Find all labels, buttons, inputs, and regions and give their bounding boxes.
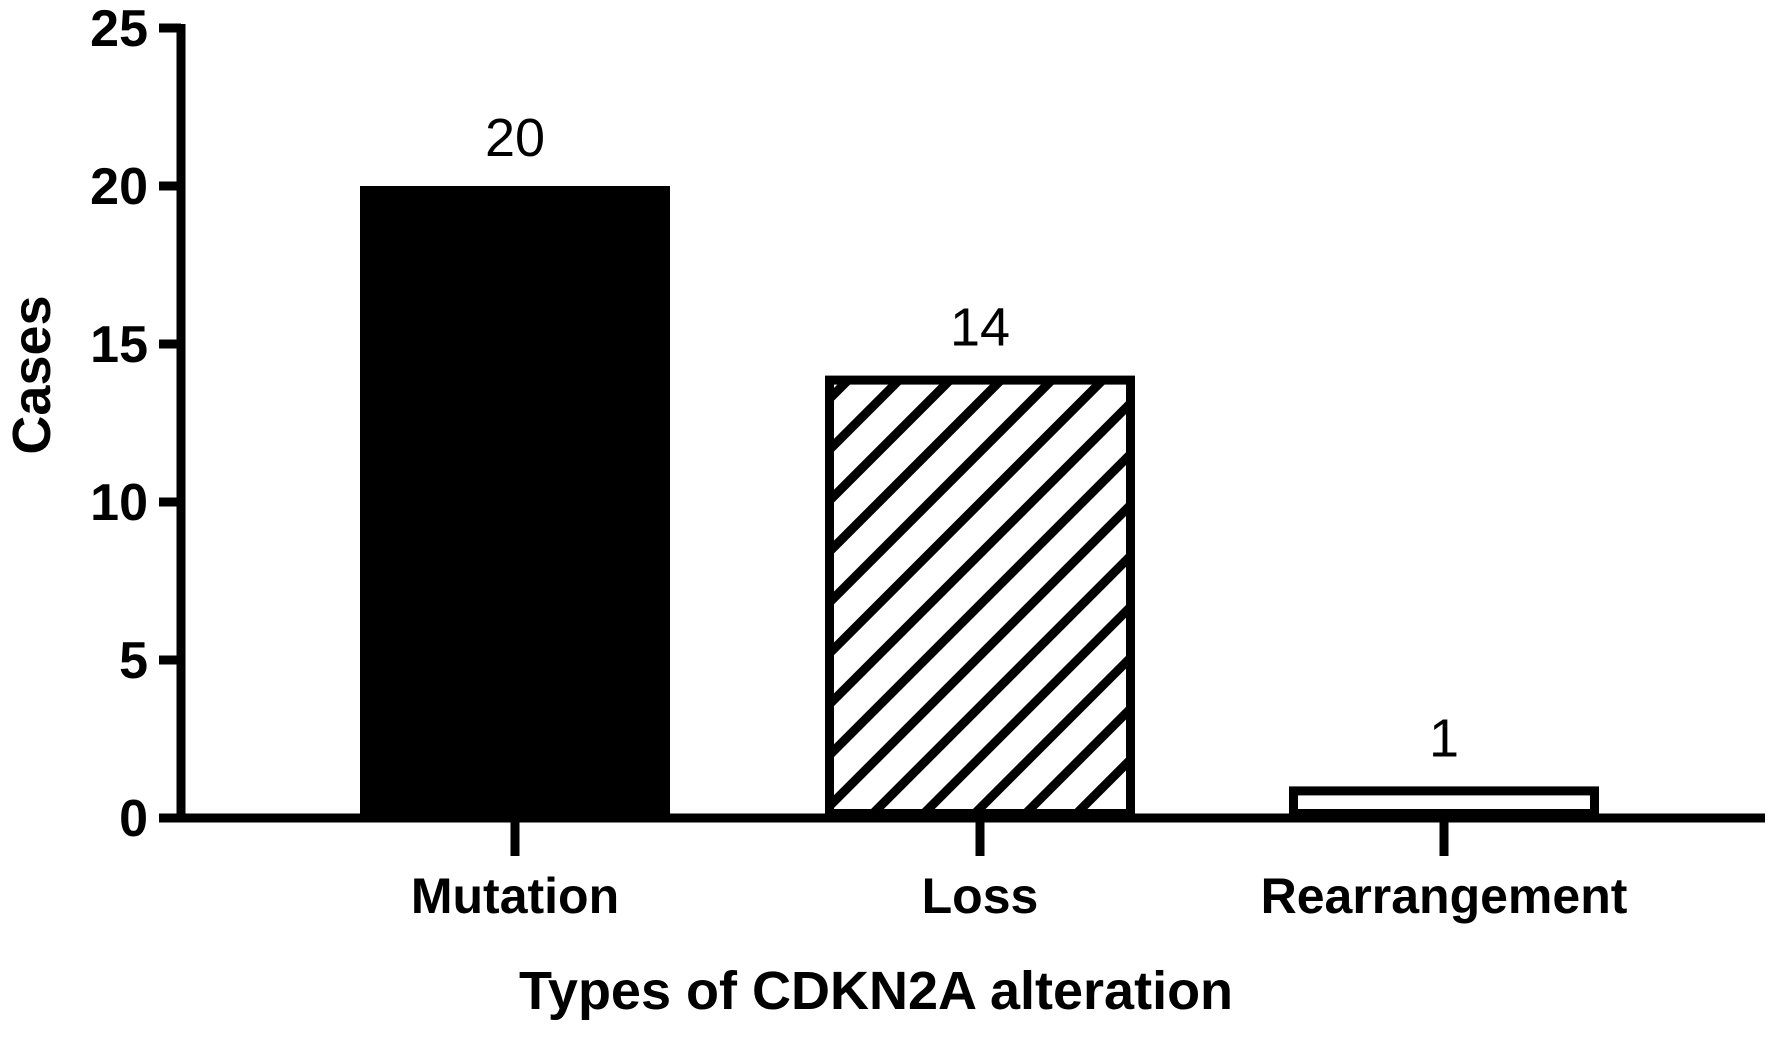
x-axis-ticks: Mutation Loss Rearrangement bbox=[411, 818, 1628, 924]
y-tick-label: 0 bbox=[119, 790, 148, 848]
y-tick-label: 5 bbox=[119, 632, 148, 690]
data-label: 1 bbox=[1429, 708, 1459, 768]
bar-rearrangement bbox=[1289, 786, 1599, 819]
y-axis-ticks: 0 5 10 15 20 25 bbox=[90, 0, 181, 848]
data-labels: 20 14 1 bbox=[485, 108, 1459, 768]
x-axis-title: Types of CDKN2A alteration bbox=[519, 961, 1233, 1021]
y-tick-label: 15 bbox=[90, 316, 148, 374]
y-tick-label: 20 bbox=[90, 158, 148, 216]
bar-mutation bbox=[360, 186, 670, 818]
bars bbox=[360, 186, 1599, 819]
data-label: 20 bbox=[485, 108, 545, 168]
y-axis-title: Cases bbox=[2, 295, 62, 454]
y-tick-label: 10 bbox=[90, 474, 148, 532]
x-tick-label: Mutation bbox=[411, 868, 619, 924]
x-tick-label: Loss bbox=[922, 868, 1039, 924]
bar-loss bbox=[825, 375, 1135, 818]
data-label: 14 bbox=[950, 298, 1010, 358]
y-tick-label: 25 bbox=[90, 0, 148, 58]
x-tick-label: Rearrangement bbox=[1261, 868, 1628, 924]
